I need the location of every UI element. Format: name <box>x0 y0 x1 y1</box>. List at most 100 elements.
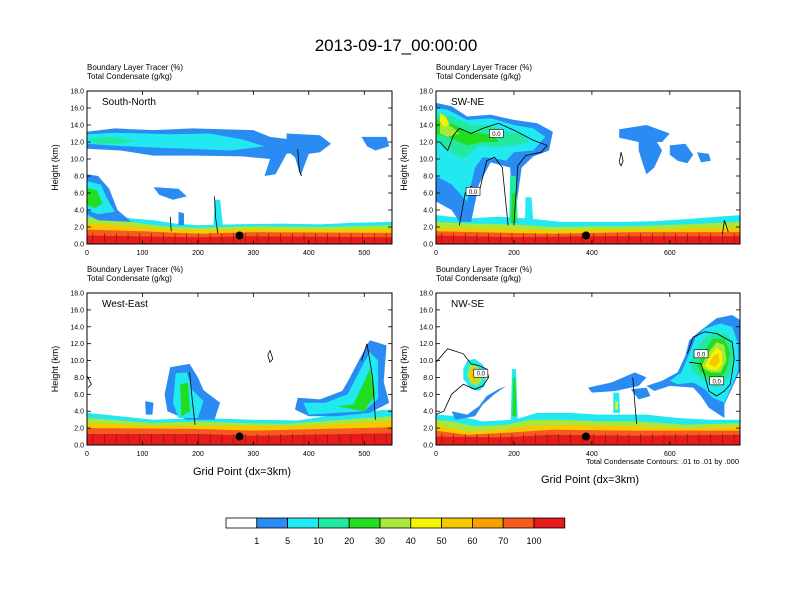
panel-var-label-tracer: Boundary Layer Tracer (%) <box>436 63 532 72</box>
tracer-region <box>87 132 265 151</box>
y-tick-label: 14.0 <box>70 324 84 331</box>
x-tick-label: 0 <box>434 250 438 257</box>
x-tick-label: 600 <box>664 451 676 458</box>
y-tick-label: 16.0 <box>419 106 433 113</box>
condensate-contour <box>436 348 490 415</box>
colorbar-swatch <box>317 517 350 529</box>
tracer-region <box>615 401 618 410</box>
colorbar-swatch <box>379 517 412 529</box>
y-tick-label: 16.0 <box>70 307 84 314</box>
panel-var-label-tracer: Boundary Layer Tracer (%) <box>87 63 183 72</box>
contour-label-box <box>473 368 489 378</box>
plot-frame <box>435 292 741 446</box>
x-tick-label: 200 <box>192 451 204 458</box>
x-tick-label: 500 <box>358 250 370 257</box>
x-tick-label: 200 <box>192 250 204 257</box>
heatmap-field <box>87 293 392 445</box>
colorbar-swatch <box>348 517 381 529</box>
contour-label-box <box>709 376 724 386</box>
y-tick-label: 6.0 <box>423 392 433 399</box>
panel-nw-se: Boundary Layer Tracer (%)Total Condensat… <box>399 265 741 458</box>
contour-label: 0.0 <box>697 352 706 358</box>
y-tick-label: 4.0 <box>74 409 84 416</box>
condensate-contour <box>361 343 376 420</box>
x-tick-label: 0 <box>85 451 89 458</box>
heatmap-field: 0.0 0.0 <box>436 91 740 244</box>
y-tick-label: 0.0 <box>74 443 84 450</box>
panel-var-label-condensate: Total Condensate (g/kg) <box>87 72 172 81</box>
y-tick-label: 10.0 <box>419 358 433 365</box>
tracer-region <box>336 369 376 412</box>
y-tick-label: 10.0 <box>70 157 84 164</box>
tracer-region <box>638 137 663 175</box>
contour-label-box <box>693 349 709 359</box>
colorbar-swatch <box>287 517 319 529</box>
panel-title: West-East <box>102 299 148 310</box>
y-tick-label: 14.0 <box>419 123 433 130</box>
y-tick-label: 16.0 <box>419 307 433 314</box>
contour-label: 0.0 <box>477 372 486 378</box>
condensate-contour <box>618 152 624 167</box>
tracer-region <box>512 377 517 417</box>
panel-west-east: Boundary Layer Tracer (%)Total Condensat… <box>50 265 393 458</box>
tracer-region <box>524 197 534 224</box>
condensate-contour <box>87 375 92 388</box>
contour-label: 0.0 <box>469 190 478 196</box>
contour-note: Total Condensate Contours: .01 to .01 by… <box>586 457 739 466</box>
contour-label-box <box>465 187 481 196</box>
panel-title: South-North <box>102 97 156 108</box>
y-axis-label: Height (km) <box>399 144 409 191</box>
y-tick-label: 0.0 <box>423 242 433 249</box>
y-tick-label: 12.0 <box>419 341 433 348</box>
y-tick-label: 8.0 <box>74 174 84 181</box>
y-tick-label: 2.0 <box>423 426 433 433</box>
condensate-contour <box>439 122 548 226</box>
tracer-region <box>439 113 450 127</box>
y-tick-label: 8.0 <box>423 174 433 181</box>
colorbar-swatch <box>502 517 535 529</box>
colorbar-swatch <box>471 517 504 529</box>
colorbar-label: 5 <box>285 536 290 546</box>
y-tick-label: 12.0 <box>419 140 433 147</box>
colorbar-label: 70 <box>498 536 508 546</box>
y-tick-label: 10.0 <box>419 157 433 164</box>
panel-title: SW-NE <box>451 97 484 108</box>
y-tick-label: 6.0 <box>423 191 433 198</box>
x-tick-label: 200 <box>508 250 520 257</box>
heatmap-field: 0.0 0.0 0.0 <box>436 293 740 445</box>
panel-south-north: Boundary Layer Tracer (%)Total Condensat… <box>50 63 393 257</box>
x-axis-label-left: Grid Point (dx=3km) <box>193 466 291 478</box>
tracer-region <box>153 187 187 200</box>
x-tick-label: 100 <box>137 451 149 458</box>
panel-var-label-condensate: Total Condensate (g/kg) <box>436 72 521 81</box>
contour-label: 0.0 <box>492 132 501 138</box>
y-tick-label: 14.0 <box>419 324 433 331</box>
x-tick-label: 500 <box>358 451 370 458</box>
plot-frame <box>86 292 393 446</box>
figure-title: 2013-09-17_00:00:00 <box>315 36 478 55</box>
colorbar: 1 5 10 20 30 40 50 60 70 100 <box>225 517 566 546</box>
x-tick-label: 300 <box>248 250 260 257</box>
contour-label-box <box>489 129 504 138</box>
y-tick-label: 6.0 <box>74 392 84 399</box>
tracer-region <box>451 385 507 420</box>
x-tick-label: 200 <box>508 451 520 458</box>
x-tick-label: 400 <box>586 451 598 458</box>
panel-var-label-condensate: Total Condensate (g/kg) <box>87 274 172 283</box>
y-tick-label: 2.0 <box>423 225 433 232</box>
tracer-region <box>630 387 651 400</box>
y-axis-label: Height (km) <box>50 346 60 393</box>
x-tick-label: 600 <box>664 250 676 257</box>
plot-background <box>87 91 392 244</box>
y-axis-label: Height (km) <box>50 144 60 191</box>
tracer-region <box>145 401 154 415</box>
tracer-region <box>588 372 647 393</box>
heatmap-field <box>87 91 392 244</box>
colorbar-label: 40 <box>406 536 416 546</box>
tracer-region <box>180 382 191 417</box>
y-tick-label: 14.0 <box>70 123 84 130</box>
tracer-region <box>708 353 720 368</box>
y-axis-label: Height (km) <box>399 346 409 393</box>
panel-var-label-tracer: Boundary Layer Tracer (%) <box>87 265 183 274</box>
